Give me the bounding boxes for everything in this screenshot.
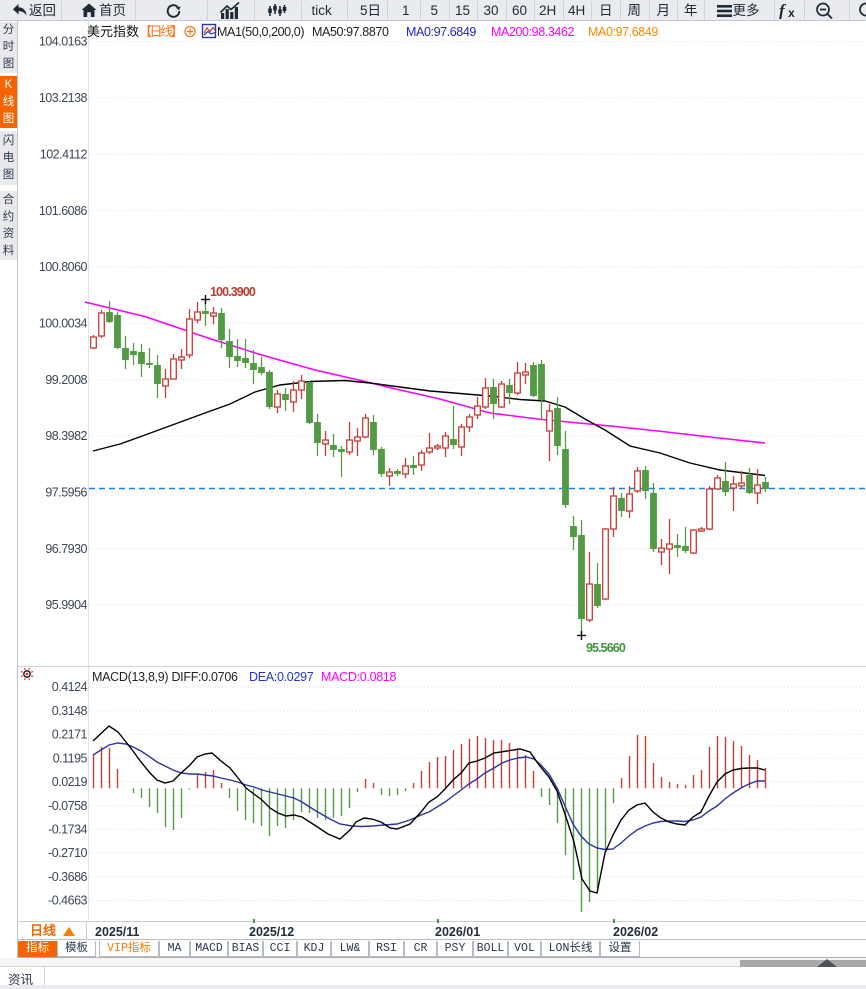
svg-text:【日线】: 【日线】 <box>139 24 181 39</box>
svg-text:MA200:98.3462: MA200:98.3462 <box>491 25 575 39</box>
svg-text:f: f <box>779 1 787 19</box>
svg-text:MA1(50,0,200,0): MA1(50,0,200,0) <box>217 25 304 39</box>
svg-text:MACD(13,8,9) DIFF:0.0706: MACD(13,8,9) DIFF:0.0706 <box>92 670 238 684</box>
svg-text:-0.3686: -0.3686 <box>48 870 87 884</box>
svg-text:0.2171: 0.2171 <box>52 728 88 742</box>
svg-text:0.0219: 0.0219 <box>52 775 88 789</box>
svg-text:-0.0758: -0.0758 <box>48 799 87 813</box>
svg-text:MACD:0.0818: MACD:0.0818 <box>321 670 397 684</box>
svg-text:MA0:97.6849: MA0:97.6849 <box>406 25 476 39</box>
svg-text:100.8060: 100.8060 <box>39 260 88 274</box>
svg-text:100.3900: 100.3900 <box>210 285 256 299</box>
svg-text:100.0034: 100.0034 <box>39 316 88 330</box>
svg-text:0.3148: 0.3148 <box>52 704 88 718</box>
svg-text:美元指数: 美元指数 <box>87 24 139 39</box>
svg-text:0.1195: 0.1195 <box>53 751 88 765</box>
svg-text:MA50:97.8870: MA50:97.8870 <box>312 25 389 39</box>
svg-text:x: x <box>788 6 795 19</box>
svg-text:97.5956: 97.5956 <box>45 486 87 500</box>
svg-text:0.4124: 0.4124 <box>52 680 88 694</box>
svg-text:98.3982: 98.3982 <box>45 429 87 443</box>
svg-text:104.0163: 104.0163 <box>39 35 88 49</box>
svg-text:MA0:97.6849: MA0:97.6849 <box>588 25 658 39</box>
svg-text:99.2008: 99.2008 <box>45 373 87 387</box>
svg-text:-0.2710: -0.2710 <box>48 846 87 860</box>
svg-text:-0.1734: -0.1734 <box>48 823 87 837</box>
svg-text:-0.4663: -0.4663 <box>48 894 87 908</box>
svg-text:96.7930: 96.7930 <box>45 542 87 556</box>
svg-text:103.2138: 103.2138 <box>39 91 88 105</box>
svg-text:95.9904: 95.9904 <box>45 598 87 612</box>
svg-text:95.5660: 95.5660 <box>586 641 626 655</box>
svg-text:102.4112: 102.4112 <box>40 147 88 161</box>
svg-text:DEA:0.0297: DEA:0.0297 <box>249 670 314 684</box>
svg-text:101.6086: 101.6086 <box>39 204 88 218</box>
